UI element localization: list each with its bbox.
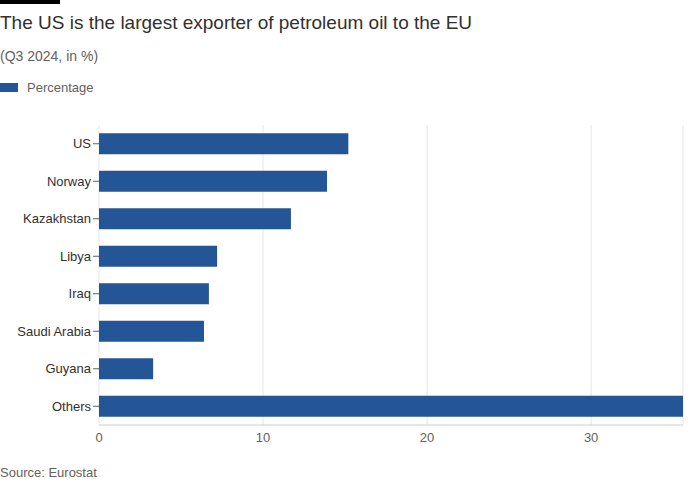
- svg-text:Kazakhstan: Kazakhstan: [23, 211, 91, 226]
- svg-text:30: 30: [584, 430, 598, 445]
- svg-text:10: 10: [256, 430, 270, 445]
- svg-text:Iraq: Iraq: [69, 286, 91, 301]
- svg-text:0: 0: [95, 430, 102, 445]
- svg-text:Saudi Arabia: Saudi Arabia: [17, 324, 91, 339]
- svg-text:Others: Others: [52, 399, 92, 414]
- html-text:Percentage: Percentage: [27, 80, 94, 95]
- svg-text:20: 20: [420, 430, 434, 445]
- svg-text:US: US: [73, 136, 91, 151]
- html-text:The US is the largest exporter: The US is the largest exporter of petrol…: [0, 12, 473, 33]
- svg-text:Libya: Libya: [60, 249, 92, 264]
- html-text:(Q3 2024, in %): (Q3 2024, in %): [0, 48, 99, 64]
- svg-text:Norway: Norway: [47, 174, 92, 189]
- svg-text:Guyana: Guyana: [45, 361, 91, 376]
- html-text:Source: Eurostat: Source: Eurostat: [0, 465, 97, 480]
